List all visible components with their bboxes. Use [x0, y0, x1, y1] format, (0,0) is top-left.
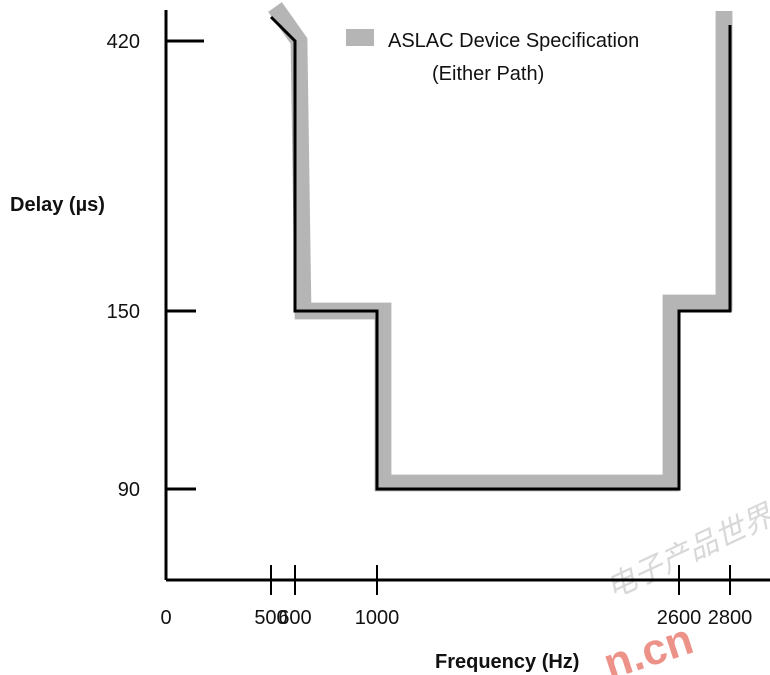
legend-label-line2: (Either Path)	[432, 63, 544, 85]
spec-line-group	[269, 15, 732, 491]
legend-label-line1: ASLAC Device Specification	[388, 30, 639, 52]
y-tick-label: 90	[118, 479, 140, 501]
x-tick-label: 0	[160, 607, 171, 629]
mask-band	[268, 2, 733, 492]
mask-band-group	[268, 2, 733, 492]
x-tick-label: 2800	[708, 607, 753, 629]
x-axis-title: Frequency (Hz)	[435, 651, 579, 673]
x-tick-label: 1000	[355, 607, 400, 629]
legend-swatch	[346, 29, 374, 46]
x-tick-label: 2600	[657, 607, 702, 629]
x-tick-label: 600	[278, 607, 311, 629]
axes-group	[164, 10, 770, 582]
watermark: n.cn 电子产品世界	[598, 498, 770, 675]
x-tick-label: 500	[254, 607, 287, 629]
y-axis-title: Delay (µs)	[10, 194, 105, 216]
legend: ASLAC Device Specification (Either Path)	[346, 29, 639, 85]
watermark-chinese: 电子产品世界	[601, 498, 770, 607]
y-tick-label: 150	[107, 301, 140, 323]
y-tick-label: 420	[107, 31, 140, 53]
spec-line	[269, 15, 732, 491]
